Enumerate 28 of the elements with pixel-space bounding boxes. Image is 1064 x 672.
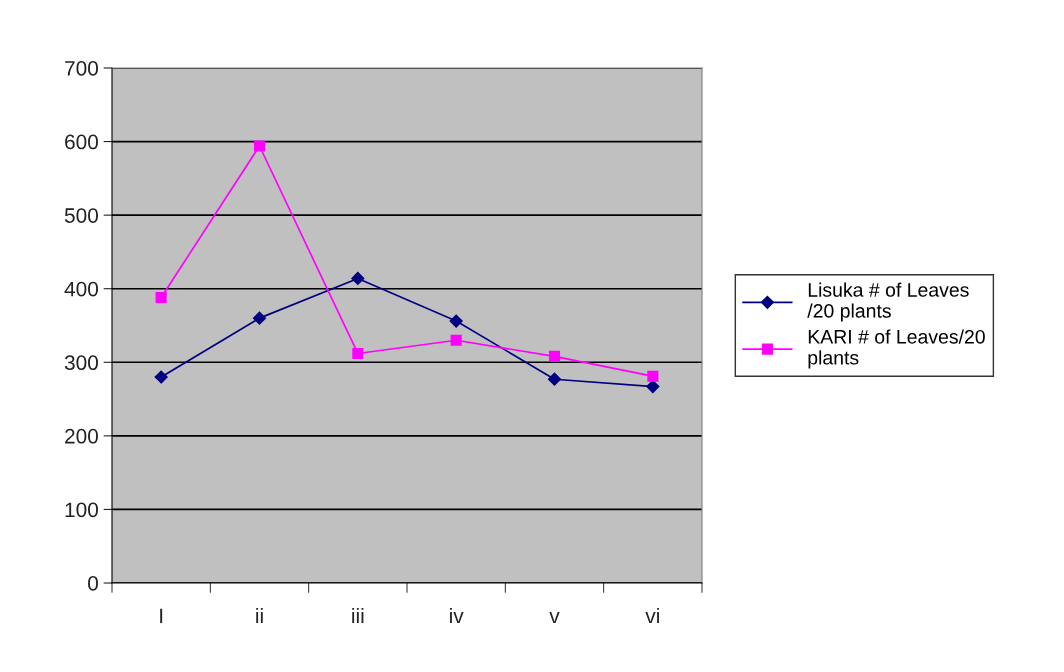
point (352, 347, 364, 360)
point (548, 350, 561, 362)
x-tick-label: ii (256, 608, 263, 624)
y-tick-label: 200 (65, 428, 98, 444)
point (154, 370, 168, 384)
x-tick-label: iv (450, 608, 464, 624)
y-tick-label: 100 (65, 502, 98, 518)
point (646, 379, 660, 394)
point (253, 140, 266, 152)
point (547, 372, 562, 386)
x-tick-label: I (160, 608, 163, 624)
point (351, 271, 365, 286)
x-tick-label: iii (352, 608, 364, 624)
y-tick-label: 0 (88, 576, 98, 591)
y-tick-label: 300 (64, 355, 98, 371)
point (450, 334, 462, 346)
y-tick-label: 500 (64, 208, 98, 223)
point (647, 370, 659, 382)
y-tick-label: 700 (65, 61, 98, 76)
legend-label: KARI # of Leaves/20 plants (808, 329, 985, 369)
point (155, 291, 167, 304)
legend-label: Lisuka # of Leaves /20 plants (807, 282, 969, 322)
x-tick-label: vi (645, 608, 659, 624)
point (252, 311, 267, 325)
y-tick-label: 400 (64, 281, 98, 297)
point (449, 314, 463, 328)
x-tick-label: v (549, 612, 560, 624)
y-tick-label: 600 (65, 134, 98, 150)
